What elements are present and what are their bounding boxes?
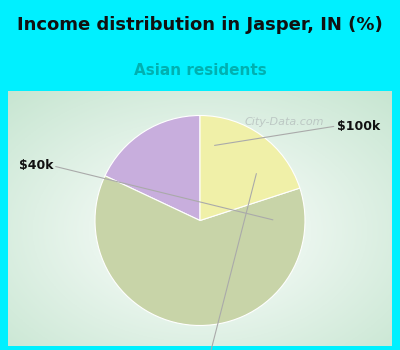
Text: $40k: $40k (18, 159, 53, 173)
Text: Income distribution in Jasper, IN (%): Income distribution in Jasper, IN (%) (17, 16, 383, 35)
Wedge shape (95, 176, 305, 326)
Text: Asian residents: Asian residents (134, 63, 266, 78)
Text: City-Data.com: City-Data.com (245, 117, 324, 127)
Wedge shape (105, 116, 200, 220)
Wedge shape (200, 116, 300, 220)
Text: $100k: $100k (336, 119, 380, 133)
